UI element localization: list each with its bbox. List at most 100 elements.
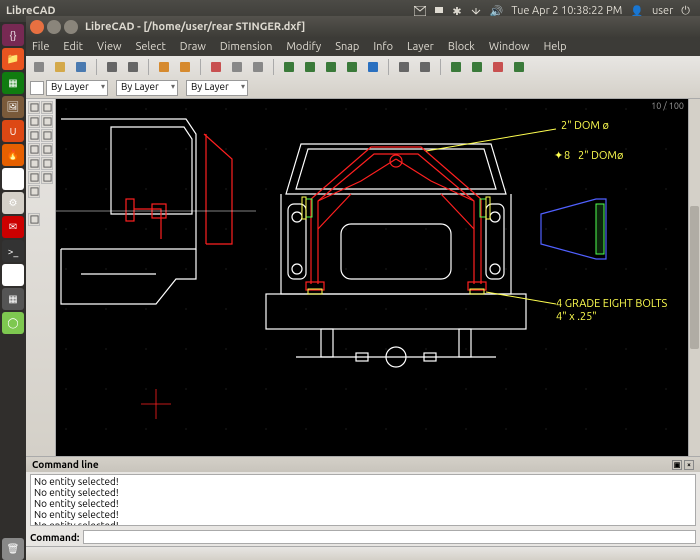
menu-select[interactable]: Select	[136, 41, 166, 53]
main-toolbar: By Layer By Layer By Layer	[26, 56, 700, 99]
draft-icon[interactable]	[416, 58, 434, 76]
chrome-icon[interactable]: ◉	[2, 264, 24, 286]
move-icon[interactable]	[28, 213, 40, 226]
zoom-prev-icon[interactable]	[343, 58, 361, 76]
thunderbird-icon[interactable]: ✉	[2, 216, 24, 238]
mail-icon[interactable]	[414, 6, 426, 16]
undo-icon[interactable]	[155, 58, 173, 76]
minimize-button[interactable]	[47, 20, 61, 34]
cut-icon[interactable]	[207, 58, 225, 76]
print-icon[interactable]	[103, 58, 121, 76]
workspace: 2" DOM ø ✦8 2" DOMø 4 GRADE EIGHT BOLTS …	[26, 99, 700, 456]
status-bar	[26, 546, 700, 560]
back-icon[interactable]	[41, 101, 53, 114]
dim-icon[interactable]	[28, 171, 40, 184]
new-icon[interactable]	[30, 58, 48, 76]
spline-icon[interactable]	[41, 143, 53, 156]
librecad-window: LibreCAD - [/home/user/rear STINGER.dxf]…	[26, 16, 700, 560]
maximize-button[interactable]	[64, 20, 78, 34]
text-icon[interactable]	[28, 157, 40, 170]
open-icon[interactable]	[51, 58, 69, 76]
menu-info[interactable]: Info	[373, 41, 393, 53]
messaging-icon[interactable]	[434, 6, 444, 16]
image-icon[interactable]	[41, 171, 53, 184]
zoom-indicator: 10 / 100	[651, 101, 684, 111]
save-icon[interactable]	[72, 58, 90, 76]
menu-layer[interactable]: Layer	[407, 41, 434, 53]
workspace-icon[interactable]: ▦	[2, 288, 24, 310]
zoom-out-icon[interactable]	[301, 58, 319, 76]
close-button[interactable]	[30, 20, 44, 34]
image-icon[interactable]: 🖼	[2, 96, 24, 118]
firefox-icon[interactable]: 🔥	[2, 144, 24, 166]
unity-launcher: {}📁▦🖼U🔥▭⚙✉>_◉▦◯🗑	[0, 22, 26, 560]
libreoffice-calc-icon[interactable]: ▦	[2, 72, 24, 94]
menu-snap[interactable]: Snap	[335, 41, 359, 53]
appearance-icon[interactable]: ⚙	[2, 192, 24, 214]
terminal-icon[interactable]: >_	[2, 240, 24, 262]
layer-select-1[interactable]: By Layer	[46, 80, 108, 96]
command-input[interactable]	[83, 530, 696, 544]
log-line: No entity selected!	[34, 476, 692, 487]
trash-icon[interactable]: 🗑	[2, 538, 24, 560]
layer-add-icon[interactable]	[468, 58, 486, 76]
librecad-icon[interactable]: ◯	[2, 312, 24, 334]
drawing-canvas[interactable]: 2" DOM ø ✦8 2" DOMø 4 GRADE EIGHT BOLTS …	[56, 99, 700, 456]
menu-modify[interactable]: Modify	[286, 41, 321, 53]
menu-help[interactable]: Help	[544, 41, 567, 53]
pointer-icon[interactable]	[28, 101, 40, 114]
paste-icon[interactable]	[249, 58, 267, 76]
command-panel: Command line ▣ × No entity selected!No e…	[26, 456, 700, 546]
network-icon[interactable]	[470, 6, 482, 16]
svg-text:2" DOMø: 2" DOMø	[578, 150, 623, 162]
menu-window[interactable]: Window	[489, 41, 530, 53]
polyline-icon[interactable]	[28, 143, 40, 156]
layer-edit-icon[interactable]	[510, 58, 528, 76]
menu-draw[interactable]: Draw	[180, 41, 206, 53]
svg-text:8: 8	[564, 150, 570, 162]
ubuntu-software-icon[interactable]: U	[2, 120, 24, 142]
print-preview-icon[interactable]	[124, 58, 142, 76]
grid-icon[interactable]	[395, 58, 413, 76]
zoom-auto-icon[interactable]	[322, 58, 340, 76]
layer-show-icon[interactable]	[447, 58, 465, 76]
curly-brace-icon[interactable]: {}	[2, 24, 24, 46]
rect-icon[interactable]	[28, 129, 40, 142]
menu-edit[interactable]: Edit	[63, 41, 83, 53]
svg-text:✦: ✦	[554, 150, 563, 162]
nautilus-icon[interactable]: ▭	[2, 168, 24, 190]
layer-controls: By Layer By Layer By Layer	[26, 78, 700, 98]
line-icon[interactable]	[28, 115, 40, 128]
window-title: LibreCAD - [/home/user/rear STINGER.dxf]	[85, 21, 305, 33]
hatch-icon[interactable]	[41, 157, 53, 170]
menu-file[interactable]: File	[32, 41, 49, 53]
svg-text:4 GRADE EIGHT BOLTS: 4 GRADE EIGHT BOLTS	[556, 298, 668, 310]
layer-select-2[interactable]: By Layer	[116, 80, 178, 96]
ellipse-icon[interactable]	[41, 129, 53, 142]
files-icon[interactable]: 📁	[2, 48, 24, 70]
close-panel-icon[interactable]: ×	[684, 460, 694, 470]
command-prompt-label: Command:	[30, 532, 79, 543]
log-line: No entity selected!	[34, 509, 692, 520]
layer-del-icon[interactable]	[489, 58, 507, 76]
svg-text:4" x .25": 4" x .25"	[556, 311, 597, 323]
block-icon[interactable]	[28, 185, 40, 198]
copy-icon[interactable]	[228, 58, 246, 76]
log-line: No entity selected!	[34, 520, 692, 526]
redo-icon[interactable]	[176, 58, 194, 76]
layer-select-3[interactable]: By Layer	[186, 80, 248, 96]
window-titlebar: LibreCAD - [/home/user/rear STINGER.dxf]	[26, 16, 700, 38]
circle-icon[interactable]	[41, 115, 53, 128]
zoom-in-icon[interactable]	[280, 58, 298, 76]
menu-view[interactable]: View	[97, 41, 122, 53]
left-toolbox	[26, 99, 56, 456]
refresh-icon[interactable]	[364, 58, 382, 76]
menu-bar: File Edit View Select Draw Dimension Modify Sna…	[26, 38, 700, 56]
undock-icon[interactable]: ▣	[672, 460, 682, 470]
layer-color-swatch[interactable]	[30, 81, 44, 95]
log-line: No entity selected!	[34, 487, 692, 498]
menu-block[interactable]: Block	[448, 41, 475, 53]
menu-dimension[interactable]: Dimension	[220, 41, 272, 53]
vertical-scrollbar[interactable]	[688, 99, 700, 456]
svg-text:2" DOM ø: 2" DOM ø	[561, 120, 609, 132]
